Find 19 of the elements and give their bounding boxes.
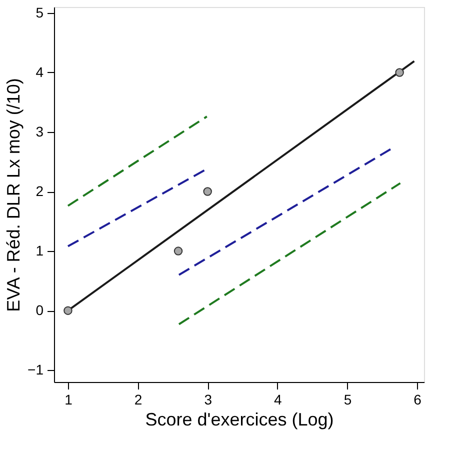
x-axis-title: Score d'exercices (Log) — [145, 410, 334, 430]
x-tick-label: 4 — [274, 392, 282, 408]
y-tick-label: 2 — [36, 183, 44, 200]
y-tick-label: 3 — [36, 124, 44, 140]
x-tick-label: 6 — [414, 392, 422, 408]
point — [395, 68, 404, 77]
x-tick-label: 3 — [204, 392, 212, 408]
y-tick-label: 1 — [36, 242, 44, 259]
point — [174, 246, 183, 256]
y-tick-label: 4 — [36, 64, 44, 80]
x-tick-label: 1 — [64, 392, 73, 408]
point — [203, 187, 212, 196]
y-tick-label: −1 — [28, 362, 44, 378]
y-tick-label: 5 — [36, 4, 44, 20]
x-tick-label: 2 — [134, 392, 142, 408]
x-tick-label: 5 — [344, 392, 352, 408]
point — [64, 306, 72, 315]
y-tick-label: 0 — [36, 302, 44, 318]
y-axis-title: EVA - Réd. DLR Lx moy (/10) — [4, 78, 24, 312]
